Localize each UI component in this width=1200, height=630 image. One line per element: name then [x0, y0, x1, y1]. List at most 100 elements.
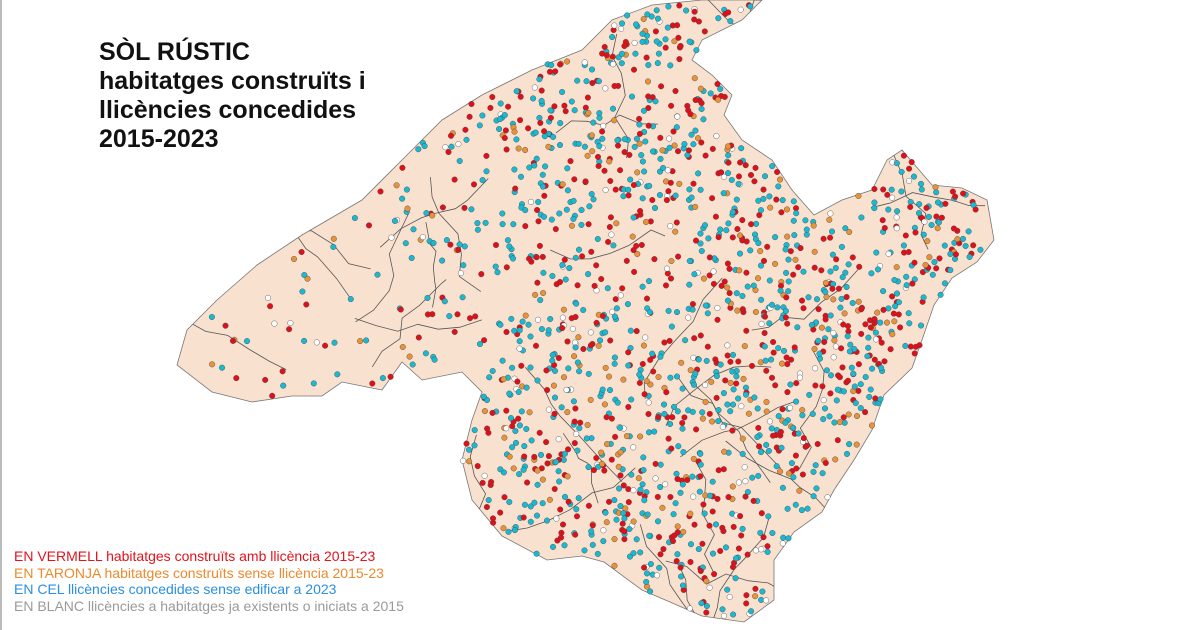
point-red — [584, 94, 591, 101]
point-cyan — [482, 219, 489, 226]
point-orange — [830, 296, 837, 303]
point-cyan — [729, 209, 736, 216]
point-cyan — [832, 265, 839, 272]
point-cyan — [762, 173, 769, 180]
point-red — [764, 543, 771, 550]
point-red — [879, 217, 886, 224]
point-red — [501, 494, 508, 501]
point-cyan — [512, 428, 519, 435]
point-cyan — [430, 240, 437, 247]
point-cyan — [843, 284, 850, 291]
point-cyan — [574, 77, 581, 84]
point-white — [721, 173, 728, 180]
point-cyan — [533, 155, 540, 162]
point-white — [610, 61, 617, 68]
point-red — [711, 571, 718, 578]
point-red — [838, 345, 845, 352]
point-orange — [615, 463, 622, 470]
point-red — [612, 296, 619, 303]
point-cyan — [703, 603, 710, 610]
point-cyan — [301, 337, 308, 344]
point-red — [743, 600, 750, 607]
point-red — [804, 442, 811, 449]
point-cyan — [644, 570, 651, 577]
point-cyan — [866, 393, 873, 400]
point-red — [690, 180, 697, 187]
point-orange — [599, 460, 606, 467]
point-red — [489, 93, 496, 100]
point-white — [921, 218, 928, 225]
point-cyan — [640, 107, 647, 114]
point-cyan — [562, 493, 569, 500]
point-red — [526, 255, 533, 262]
point-cyan — [513, 439, 520, 446]
point-red — [658, 83, 665, 90]
point-red — [663, 282, 670, 289]
point-red — [606, 223, 613, 230]
point-cyan — [769, 530, 776, 537]
point-cyan — [790, 424, 797, 431]
point-cyan — [564, 165, 571, 172]
point-cyan — [408, 254, 415, 261]
point-cyan — [755, 472, 762, 479]
point-cyan — [864, 353, 871, 360]
point-cyan — [892, 303, 899, 310]
point-red — [691, 335, 698, 342]
point-red — [571, 418, 578, 425]
point-red — [687, 559, 694, 566]
point-cyan — [665, 3, 672, 10]
point-cyan — [655, 15, 662, 22]
point-white — [531, 84, 538, 91]
point-cyan — [545, 327, 552, 334]
point-cyan — [965, 228, 972, 235]
point-cyan — [873, 249, 880, 256]
point-cyan — [704, 310, 711, 317]
point-red — [415, 334, 422, 341]
point-cyan — [627, 327, 634, 334]
point-cyan — [423, 210, 430, 217]
point-white — [516, 345, 523, 352]
point-red — [601, 167, 608, 174]
point-red — [474, 463, 481, 470]
point-red — [839, 364, 846, 371]
point-cyan — [673, 124, 680, 131]
title-line: SÒL RÚSTIC — [99, 38, 250, 66]
point-cyan — [652, 98, 659, 105]
point-cyan — [531, 499, 538, 506]
municipal-border — [870, 192, 986, 209]
point-cyan — [571, 107, 578, 114]
point-red — [950, 225, 957, 232]
point-cyan — [753, 220, 760, 227]
point-red — [621, 528, 628, 535]
point-red — [536, 242, 543, 249]
point-cyan — [744, 489, 751, 496]
point-orange — [526, 409, 533, 416]
point-red — [699, 540, 706, 547]
point-cyan — [888, 186, 895, 193]
point-cyan — [920, 231, 927, 238]
point-cyan — [688, 541, 695, 548]
point-cyan — [646, 182, 653, 189]
point-orange — [841, 310, 848, 317]
point-cyan — [537, 297, 544, 304]
point-red — [710, 280, 717, 287]
point-orange — [823, 293, 830, 300]
point-orange — [606, 158, 613, 165]
point-cyan — [822, 289, 829, 296]
point-cyan — [697, 230, 704, 237]
point-cyan — [527, 503, 534, 510]
point-cyan — [576, 425, 583, 432]
point-red — [615, 142, 622, 149]
point-cyan — [865, 334, 872, 341]
point-red — [704, 343, 711, 350]
municipal-border — [354, 318, 482, 332]
point-cyan — [878, 364, 885, 371]
point-orange — [585, 109, 592, 116]
point-cyan — [842, 225, 849, 232]
point-cyan — [486, 374, 493, 381]
point-cyan — [630, 214, 637, 221]
point-cyan — [779, 197, 786, 204]
point-white — [827, 210, 834, 217]
point-cyan — [828, 372, 835, 379]
point-white — [893, 214, 900, 221]
